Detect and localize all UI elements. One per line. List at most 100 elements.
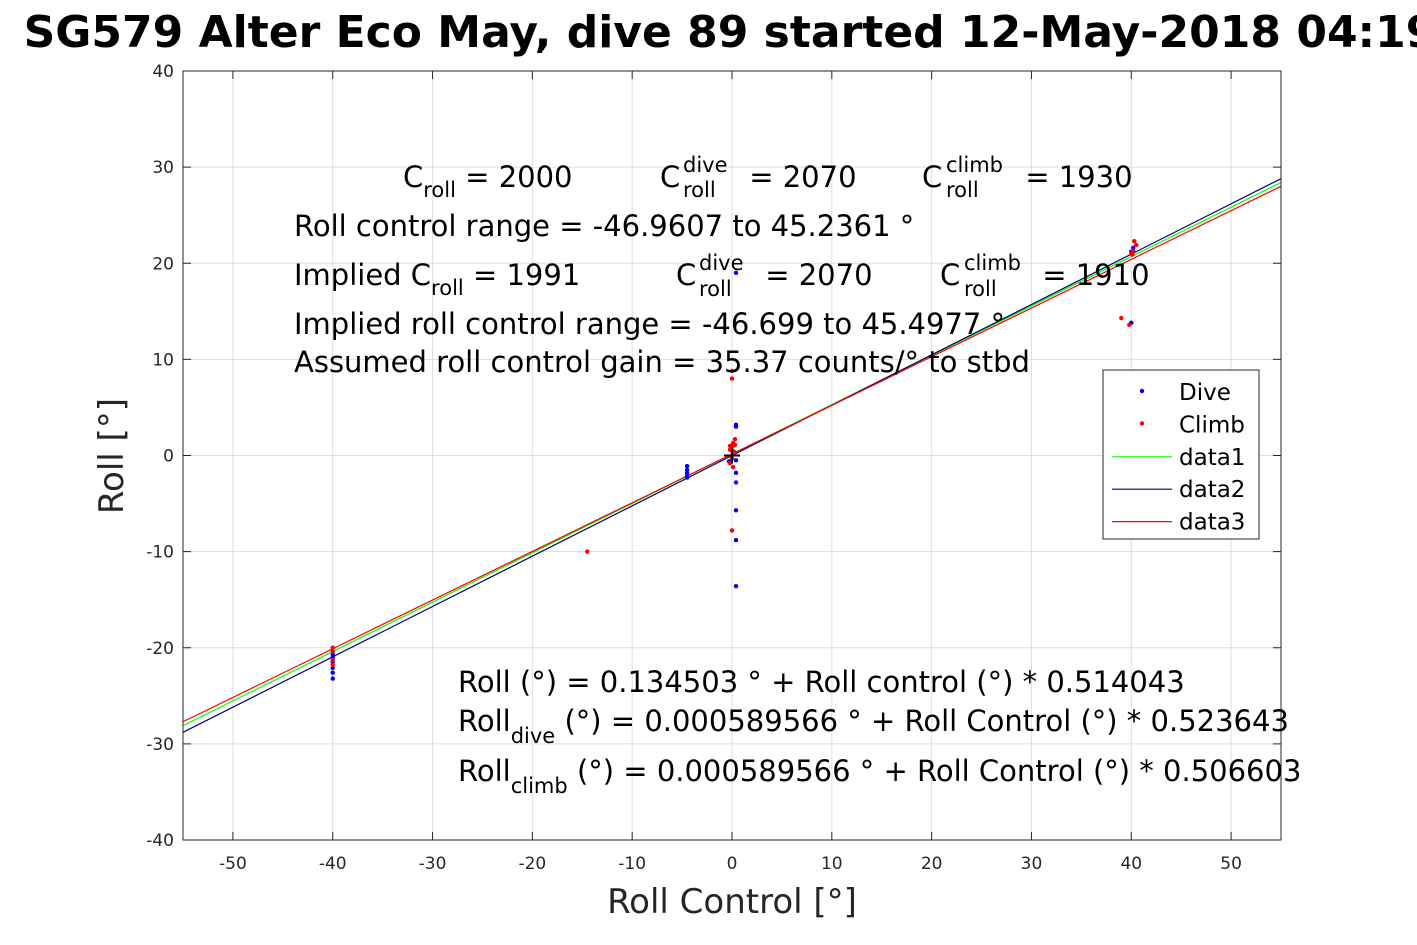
x-tick-label: 10 (821, 854, 843, 874)
series-layer (182, 178, 1282, 733)
c-climb-superscript: climb (946, 153, 1003, 177)
c-roll-subscript: roll (423, 178, 456, 202)
x-tick-label: 0 (727, 854, 738, 874)
point-climb (330, 662, 335, 668)
y-tick-label: 0 (163, 447, 174, 467)
point-dive (733, 424, 739, 429)
point-dive (733, 508, 739, 513)
point-climb (732, 442, 738, 448)
point-climb (732, 436, 738, 442)
point-dive (330, 676, 335, 681)
legend-label-data2: data2 (1179, 477, 1245, 503)
point-dive (330, 670, 335, 675)
fit-dive-prefix: Roll (458, 704, 511, 738)
legend-box (1102, 369, 1260, 540)
point-dive (733, 470, 739, 476)
x-tick-label: -10 (618, 854, 646, 874)
implied-c-dive-value: = 2070 (756, 258, 873, 292)
point-dive (733, 537, 739, 543)
fit-dive-body: (°) = 0.000589566 ° + Roll Control (°) *… (555, 704, 1289, 738)
fit-climb-subscript: climb (511, 774, 568, 798)
annotation-line5: Assumed roll control gain = 35.37 counts… (294, 345, 1030, 379)
legend-items: Dive Climb data1 data2 data3 (1112, 380, 1245, 536)
legend: Dive Climb data1 data2 data3 (1102, 369, 1260, 540)
ticks: -50 -40 -30 -20 -10 0 10 20 30 40 50 -40 -30 -20 -10 0 1… (146, 62, 1281, 874)
point-climb (330, 645, 335, 650)
y-axis-label: Roll [°] (92, 398, 132, 514)
point-climb (1134, 242, 1139, 248)
y-tick-label: 20 (152, 254, 174, 274)
point-climb (1131, 248, 1136, 253)
legend-label-data1: data1 (1179, 445, 1245, 471)
legend-marker-climb (1139, 421, 1145, 426)
legend-label-climb: Climb (1179, 412, 1245, 438)
implied-c-dive-subscript: roll (699, 277, 732, 301)
implied-c-dive-superscript: dive (699, 251, 744, 275)
y-tick-label: -10 (146, 543, 174, 563)
point-climb (729, 376, 735, 381)
y-tick-label: -30 (146, 735, 174, 755)
point-climb (330, 658, 335, 663)
fit-climb-body: (°) = 0.000589566 ° + Roll Control (°) *… (568, 754, 1302, 788)
implied-c-dive-symbol: C (676, 258, 696, 292)
y-tick-label: -20 (146, 639, 174, 659)
implied-c-roll-value: = 1991 (464, 258, 581, 292)
c-dive-value: = 2070 (740, 160, 857, 194)
legend-label-dive: Dive (1179, 380, 1231, 406)
x-tick-label: -30 (419, 854, 447, 874)
y-tick-label: 10 (152, 350, 174, 370)
point-climb (585, 549, 590, 554)
point-dive (733, 480, 739, 485)
legend-label-data3: data3 (1179, 510, 1245, 536)
fit-equation-all: Roll (°) = 0.134503 ° + Roll control (°)… (458, 665, 1185, 699)
y-tick-label: 30 (152, 158, 174, 178)
annotation-line1: Croll = 2000 (403, 160, 573, 202)
annotation-line4: Implied roll control range = -46.699 to … (294, 307, 1005, 341)
x-tick-label: -50 (219, 854, 247, 874)
annotation-line2: Roll control range = -46.9607 to 45.2361… (294, 209, 914, 243)
c-climb-subscript: roll (946, 178, 979, 202)
point-climb (729, 368, 735, 374)
x-tick-label: 20 (921, 854, 943, 874)
x-tick-label: -20 (518, 854, 546, 874)
x-tick-label: 50 (1220, 854, 1242, 874)
x-tick-label: 40 (1120, 854, 1142, 874)
fit-equation-climb: Rollclimb (°) = 0.000589566 ° + Roll Con… (458, 754, 1301, 798)
chart-title: SG579 Alter Eco May, dive 89 started 12-… (24, 7, 1417, 58)
point-climb (1119, 315, 1124, 321)
c-roll-symbol: C (403, 160, 423, 194)
c-dive-subscript: roll (683, 178, 716, 202)
c-climb-symbol: C (922, 160, 942, 194)
point-dive (684, 475, 690, 480)
point-climb (330, 649, 335, 654)
point-climb (1130, 252, 1135, 257)
legend-marker-dive (1139, 388, 1145, 394)
fit-climb-prefix: Roll (458, 754, 511, 788)
annotation-line3: Implied Croll = 1991 (294, 258, 580, 300)
point-climb (1132, 238, 1137, 244)
c-climb-value: = 1930 (1016, 160, 1133, 194)
y-tick-label: 40 (152, 62, 174, 82)
fit-equation-dive: Rolldive (°) = 0.000589566 ° + Roll Cont… (458, 704, 1289, 748)
implied-c-climb-superscript: climb (964, 251, 1021, 275)
implied-c-climb-subscript: roll (964, 277, 997, 301)
implied-c-roll-symbol: Implied C (294, 258, 431, 292)
point-dive (684, 463, 690, 469)
point-dive (733, 458, 739, 463)
fit-dive-subscript: dive (511, 724, 556, 748)
c-roll-value: = 2000 (456, 160, 573, 194)
y-tick-label: -40 (146, 831, 174, 851)
x-tick-label: 30 (1021, 854, 1043, 874)
x-axis-label: Roll Control [°] (607, 882, 857, 922)
point-climb (729, 528, 735, 533)
implied-c-climb-value: = 1910 (1033, 258, 1150, 292)
point-dive (733, 584, 739, 589)
implied-c-roll-subscript: roll (431, 276, 464, 300)
x-tick-label: -40 (319, 854, 347, 874)
